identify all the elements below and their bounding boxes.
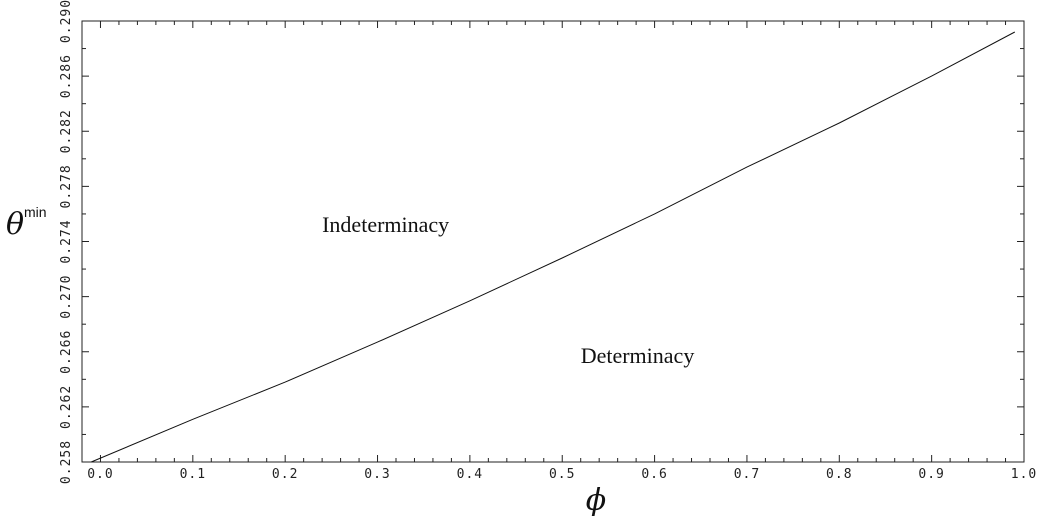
y-tick-label: 0.266 [59, 330, 74, 374]
x-tick-label: 0.0 [87, 467, 113, 482]
x-tick-label: 0.6 [641, 467, 667, 482]
y-tick-label: 0.290 [59, 0, 74, 43]
x-axis-label: ϕ [586, 483, 606, 518]
x-tick-label: 0.3 [364, 467, 390, 482]
y-tick-label: 0.258 [59, 440, 74, 484]
x-tick-label: 0.7 [734, 467, 760, 482]
series-lines [91, 31, 1016, 463]
y-axis-label-superscript: min [24, 204, 47, 220]
y-tick-label: 0.274 [59, 219, 74, 263]
x-tick-label: 0.5 [549, 467, 575, 482]
y-tick-label: 0.262 [59, 385, 74, 429]
series-line [91, 31, 1016, 463]
x-tick-label: 0.4 [457, 467, 483, 482]
region-annotations: Indeterminacy Determinacy [322, 212, 694, 368]
x-tick-label: 0.2 [272, 467, 298, 482]
y-tick-label: 0.282 [59, 109, 74, 153]
region-annotation: Determinacy [581, 343, 695, 368]
y-axis-label: θ [6, 207, 24, 242]
plot-frame [81, 20, 1025, 463]
y-tick-label: 0.278 [59, 164, 74, 208]
y-tick-label: 0.286 [59, 54, 74, 98]
x-axis-ticks: 0.0 0.1 0.2 0.3 0.4 0.5 0.6 0.7 0.8 0.9 1.0 [87, 21, 1037, 482]
x-tick-label: 0.9 [918, 467, 944, 482]
x-tick-label: 0.1 [180, 467, 206, 482]
region-annotation: Indeterminacy [322, 212, 449, 237]
x-tick-label: 0.8 [826, 467, 852, 482]
x-tick-label: 1.0 [1011, 467, 1037, 482]
y-axis-ticks: 0.258 0.262 0.266 0.270 0.274 0.278 0.282 0.286… [59, 0, 1024, 484]
y-tick-label: 0.270 [59, 275, 74, 319]
